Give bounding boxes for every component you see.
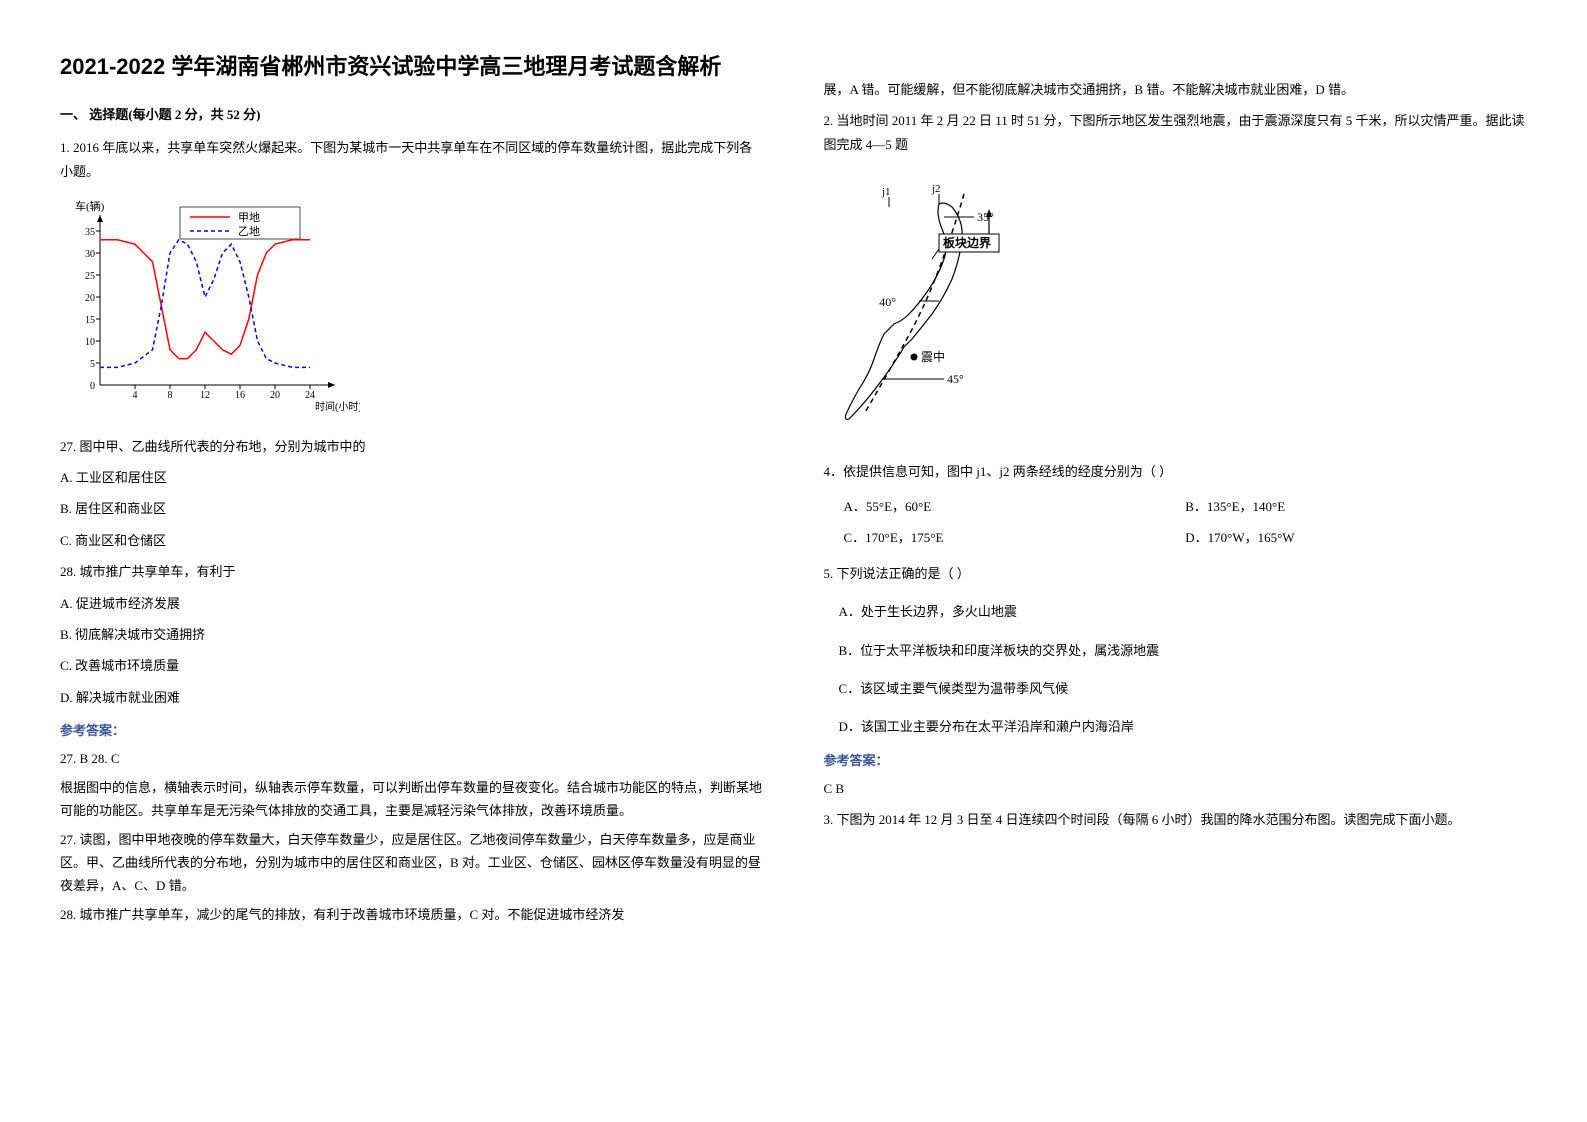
answer-label-1: 参考答案： xyxy=(60,719,764,742)
q3-intro: 3. 下图为 2014 年 12 月 3 日至 4 日连续四个时间段（每隔 6 … xyxy=(824,808,1528,831)
svg-text:15: 15 xyxy=(85,315,95,326)
svg-text:震中: 震中 xyxy=(921,349,945,364)
q27-opt-a: A. 工业区和居住区 xyxy=(60,466,764,489)
svg-text:板块边界: 板块边界 xyxy=(943,235,991,250)
explain-2: 27. 读图，图中甲地夜晚的停车数量大，白天停车数量少，应是居住区。乙地夜间停车… xyxy=(60,828,764,898)
q28-opt-b: B. 彻底解决城市交通拥挤 xyxy=(60,623,764,646)
svg-text:10: 10 xyxy=(85,337,95,348)
svg-text:8: 8 xyxy=(168,390,173,401)
svg-text:45°: 45° xyxy=(947,372,964,386)
explain-cont: 展，A 错。可能缓解，但不能彻底解决城市交通拥挤，B 错。不能解决城市就业困难，… xyxy=(824,78,1528,101)
answer-label-2: 参考答案： xyxy=(824,749,1528,772)
earthquake-map: j1 j2 35° 40° 45° 板块边界 震中 xyxy=(824,179,1044,429)
svg-text:12: 12 xyxy=(200,390,210,401)
q27-text: 27. 图中甲、乙曲线所代表的分布地，分别为城市中的 xyxy=(60,435,764,458)
svg-text:30: 30 xyxy=(85,249,95,260)
q5-opt-a: A．处于生长边界，多火山地震 xyxy=(824,600,1528,623)
q27-opt-b: B. 居住区和商业区 xyxy=(60,497,764,520)
q28-opt-a: A. 促进城市经济发展 xyxy=(60,592,764,615)
explain-1: 根据图中的信息，横轴表示时间，纵轴表示停车数量，可以判断出停车数量的昼夜变化。结… xyxy=(60,776,764,823)
q28-text: 28. 城市推广共享单车，有利于 xyxy=(60,560,764,583)
svg-text:35: 35 xyxy=(85,227,95,238)
legend-b: 乙地 xyxy=(238,225,260,238)
svg-text:20: 20 xyxy=(270,390,280,401)
bike-chart: 车(辆) 甲地 乙地 4 8 12 16 20 2 xyxy=(60,195,764,422)
q28-opt-c: C. 改善城市环境质量 xyxy=(60,654,764,677)
answer-1: 27. B 28. C xyxy=(60,747,764,770)
q4-opt-b: B．135°E，140°E xyxy=(1185,495,1527,518)
q5-text: 5. 下列说法正确的是（ ） xyxy=(824,562,1528,585)
legend-a: 甲地 xyxy=(238,211,260,224)
q5-opt-d: D．该国工业主要分布在太平洋沿岸和濑户内海沿岸 xyxy=(824,715,1528,738)
q5-opt-c: C．该区域主要气候类型为温带季风气候 xyxy=(824,677,1528,700)
explain-3: 28. 城市推广共享单车，减少的尾气的排放，有利于改善城市环境质量，C 对。不能… xyxy=(60,903,764,926)
svg-text:40°: 40° xyxy=(879,295,896,309)
svg-text:j2: j2 xyxy=(931,183,941,195)
q27-opt-c: C. 商业区和仓储区 xyxy=(60,529,764,552)
page-title: 2021-2022 学年湖南省郴州市资兴试验中学高三地理月考试题含解析 xyxy=(60,50,764,83)
q4-opt-a: A．55°E，60°E xyxy=(844,495,1186,518)
svg-text:4: 4 xyxy=(133,390,138,401)
q5-opt-b: B．位于太平洋板块和印度洋板块的交界处，属浅源地震 xyxy=(824,639,1528,662)
svg-text:20: 20 xyxy=(85,293,95,304)
q28-opt-d: D. 解决城市就业困难 xyxy=(60,686,764,709)
q4-opt-d: D．170°W，165°W xyxy=(1185,526,1527,549)
q4-opt-c: C．170°E，175°E xyxy=(844,526,1186,549)
svg-text:j1: j1 xyxy=(881,186,891,198)
q2-intro: 2. 当地时间 2011 年 2 月 22 日 11 时 51 分，下图所示地区… xyxy=(824,109,1528,156)
svg-text:24: 24 xyxy=(305,390,315,401)
q1-intro: 1. 2016 年底以来，共享单车突然火爆起来。下图为某城市一天中共享单车在不同… xyxy=(60,136,764,183)
section-header: 一、 选择题(每小题 2 分，共 52 分) xyxy=(60,103,764,126)
y-axis-label: 车(辆) xyxy=(75,199,105,213)
svg-text:16: 16 xyxy=(235,390,245,401)
svg-text:0: 0 xyxy=(90,381,95,392)
svg-text:5: 5 xyxy=(90,359,95,370)
svg-text:25: 25 xyxy=(85,271,95,282)
answer-2: C B xyxy=(824,777,1528,800)
x-axis-label: 时间(小时) xyxy=(315,400,360,413)
q4-text: 4．依提供信息可知，图中 j1、j2 两条经线的经度分别为（ ） xyxy=(824,460,1528,483)
